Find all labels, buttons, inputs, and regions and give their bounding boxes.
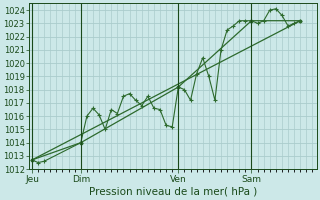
X-axis label: Pression niveau de la mer( hPa ): Pression niveau de la mer( hPa ) bbox=[89, 187, 257, 197]
